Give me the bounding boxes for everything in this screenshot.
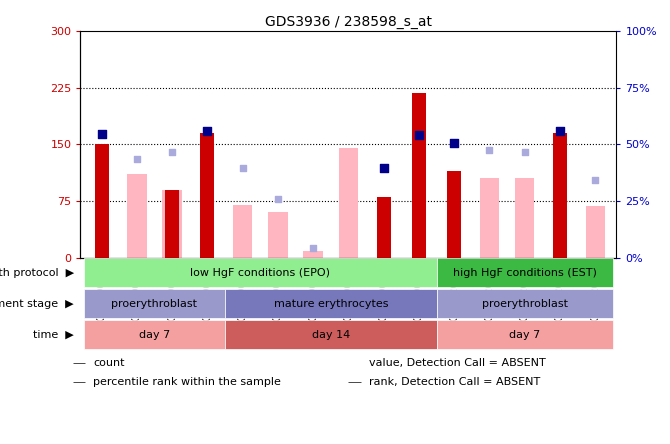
Bar [233, 205, 253, 258]
Text: count: count [93, 358, 125, 368]
Text: mature erythrocytes: mature erythrocytes [273, 299, 388, 309]
Point [555, 127, 565, 134]
FancyBboxPatch shape [84, 289, 225, 318]
Bar [586, 206, 605, 258]
Text: time  ▶: time ▶ [33, 330, 74, 340]
FancyBboxPatch shape [437, 320, 613, 349]
Text: day 7: day 7 [509, 330, 540, 340]
FancyBboxPatch shape [437, 258, 613, 287]
Point [413, 132, 424, 139]
Text: high HgF conditions (EST): high HgF conditions (EST) [453, 268, 597, 278]
Text: proerythroblast: proerythroblast [482, 299, 567, 309]
Point [449, 139, 460, 147]
Bar [553, 133, 567, 258]
Bar [348, 381, 360, 382]
Bar [339, 148, 358, 258]
Point [519, 148, 530, 155]
Title: GDS3936 / 238598_s_at: GDS3936 / 238598_s_at [265, 15, 432, 29]
Text: development stage  ▶: development stage ▶ [0, 299, 74, 309]
Point [96, 131, 107, 138]
Point [308, 244, 318, 251]
Bar [72, 363, 85, 364]
Bar [348, 363, 360, 364]
FancyBboxPatch shape [437, 289, 613, 318]
Text: proerythroblast: proerythroblast [111, 299, 198, 309]
Bar [515, 178, 535, 258]
Text: value, Detection Call = ABSENT: value, Detection Call = ABSENT [369, 358, 546, 368]
Bar [268, 212, 287, 258]
Bar [200, 133, 214, 258]
Text: rank, Detection Call = ABSENT: rank, Detection Call = ABSENT [369, 377, 541, 387]
Bar [165, 190, 179, 258]
Point [131, 156, 142, 163]
FancyBboxPatch shape [225, 289, 437, 318]
FancyBboxPatch shape [84, 320, 225, 349]
Bar [412, 93, 426, 258]
FancyBboxPatch shape [225, 320, 437, 349]
Text: percentile rank within the sample: percentile rank within the sample [93, 377, 281, 387]
Bar [72, 381, 85, 382]
Text: day 7: day 7 [139, 330, 170, 340]
Point [484, 146, 495, 153]
Point [167, 148, 178, 155]
Bar [304, 251, 323, 258]
FancyBboxPatch shape [84, 258, 437, 287]
Point [237, 165, 248, 172]
Point [273, 195, 283, 202]
Text: day 14: day 14 [312, 330, 350, 340]
Bar [94, 144, 109, 258]
Bar [447, 171, 461, 258]
Text: low HgF conditions (EPO): low HgF conditions (EPO) [190, 268, 330, 278]
Bar [162, 190, 182, 258]
Bar [127, 174, 147, 258]
Bar [377, 197, 391, 258]
Bar [480, 178, 499, 258]
Point [590, 176, 600, 183]
Text: growth protocol  ▶: growth protocol ▶ [0, 268, 74, 278]
Point [379, 165, 389, 172]
Point [202, 127, 212, 134]
